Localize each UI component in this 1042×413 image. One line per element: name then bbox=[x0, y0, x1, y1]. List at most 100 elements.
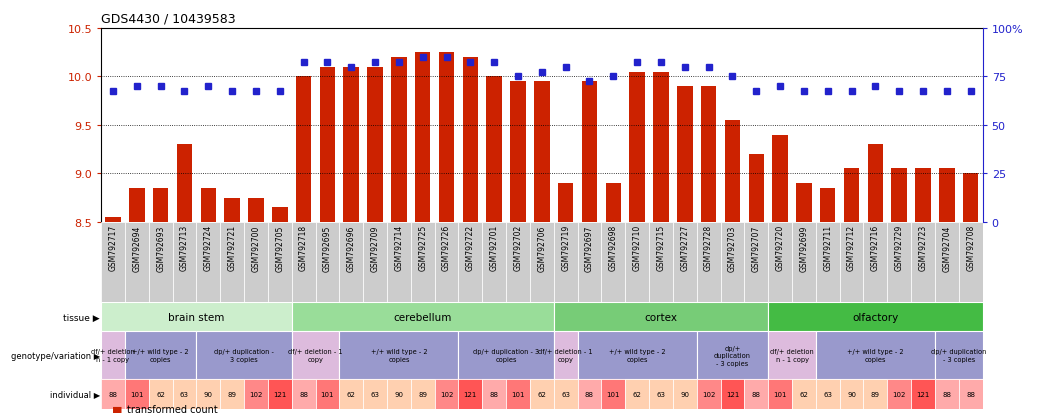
Text: GSM792729: GSM792729 bbox=[895, 225, 903, 271]
Bar bbox=[935, 222, 959, 303]
Text: GSM792713: GSM792713 bbox=[180, 225, 189, 271]
Text: 88: 88 bbox=[942, 391, 951, 397]
Text: 63: 63 bbox=[656, 391, 666, 397]
Bar bbox=[173, 222, 196, 303]
Text: 89: 89 bbox=[227, 391, 237, 397]
Text: 101: 101 bbox=[773, 391, 787, 397]
Text: 102: 102 bbox=[249, 391, 263, 397]
Text: +/+ wild type - 2
copies: +/+ wild type - 2 copies bbox=[847, 349, 903, 362]
Text: 90: 90 bbox=[680, 391, 690, 397]
Bar bbox=[248, 198, 264, 222]
Bar bbox=[553, 379, 577, 409]
Text: GSM792696: GSM792696 bbox=[347, 225, 355, 271]
Text: GSM792723: GSM792723 bbox=[919, 225, 927, 271]
Bar bbox=[272, 208, 288, 222]
Bar bbox=[101, 303, 292, 332]
Bar bbox=[482, 222, 506, 303]
Text: GSM792726: GSM792726 bbox=[442, 225, 451, 271]
Bar bbox=[553, 303, 768, 332]
Bar bbox=[487, 77, 502, 222]
Text: GSM792709: GSM792709 bbox=[371, 225, 379, 271]
Bar bbox=[649, 222, 673, 303]
Text: GSM792720: GSM792720 bbox=[775, 225, 785, 271]
Bar bbox=[244, 379, 268, 409]
Bar bbox=[629, 72, 645, 222]
Text: 89: 89 bbox=[418, 391, 427, 397]
Text: 102: 102 bbox=[702, 391, 715, 397]
Text: 101: 101 bbox=[606, 391, 620, 397]
Text: 121: 121 bbox=[726, 391, 739, 397]
Bar bbox=[744, 379, 768, 409]
Bar bbox=[601, 379, 625, 409]
Bar bbox=[963, 174, 978, 222]
Bar bbox=[511, 82, 526, 222]
Text: GSM792718: GSM792718 bbox=[299, 225, 308, 271]
Bar bbox=[458, 379, 482, 409]
Text: GSM792722: GSM792722 bbox=[466, 225, 475, 271]
Text: 101: 101 bbox=[512, 391, 525, 397]
Bar bbox=[673, 222, 697, 303]
Bar bbox=[435, 379, 458, 409]
Bar bbox=[577, 222, 601, 303]
Text: 101: 101 bbox=[321, 391, 334, 397]
Bar bbox=[292, 303, 553, 332]
Bar bbox=[724, 121, 740, 222]
Bar bbox=[463, 58, 478, 222]
Text: GSM792724: GSM792724 bbox=[204, 225, 213, 271]
Text: 62: 62 bbox=[632, 391, 642, 397]
Bar bbox=[625, 379, 649, 409]
Bar bbox=[768, 303, 983, 332]
Bar bbox=[864, 222, 888, 303]
Text: genotype/variation ▶: genotype/variation ▶ bbox=[10, 351, 100, 360]
Bar bbox=[387, 379, 411, 409]
Text: 63: 63 bbox=[180, 391, 189, 397]
Text: 88: 88 bbox=[585, 391, 594, 397]
Text: 90: 90 bbox=[394, 391, 403, 397]
Bar bbox=[368, 68, 382, 222]
Text: 88: 88 bbox=[966, 391, 975, 397]
Text: GSM792717: GSM792717 bbox=[108, 225, 118, 271]
Bar bbox=[530, 379, 553, 409]
Bar bbox=[888, 379, 911, 409]
Text: tissue ▶: tissue ▶ bbox=[64, 313, 100, 322]
Bar bbox=[553, 332, 577, 379]
Bar bbox=[101, 332, 125, 379]
Bar bbox=[768, 332, 816, 379]
Text: dp/+
duplication
- 3 copies: dp/+ duplication - 3 copies bbox=[714, 345, 751, 366]
Bar bbox=[340, 379, 364, 409]
Text: GSM792694: GSM792694 bbox=[132, 225, 142, 271]
Bar bbox=[220, 379, 244, 409]
Text: dp/+ duplication - 3
copies: dp/+ duplication - 3 copies bbox=[473, 349, 539, 362]
Bar bbox=[411, 379, 435, 409]
Text: +/+ wild type - 2
copies: +/+ wild type - 2 copies bbox=[371, 349, 427, 362]
Bar bbox=[605, 183, 621, 222]
Bar bbox=[292, 222, 316, 303]
Text: GSM792710: GSM792710 bbox=[632, 225, 642, 271]
Bar bbox=[196, 222, 220, 303]
Text: 121: 121 bbox=[464, 391, 477, 397]
Bar bbox=[915, 169, 931, 222]
Text: 90: 90 bbox=[204, 391, 213, 397]
Text: cerebellum: cerebellum bbox=[394, 312, 452, 322]
Text: +/+ wild type - 2
copies: +/+ wild type - 2 copies bbox=[609, 349, 666, 362]
Bar bbox=[939, 169, 954, 222]
Bar bbox=[458, 222, 482, 303]
Text: +/+ wild type - 2
copies: +/+ wild type - 2 copies bbox=[132, 349, 189, 362]
Bar bbox=[864, 379, 888, 409]
Text: 63: 63 bbox=[371, 391, 379, 397]
Text: brain stem: brain stem bbox=[168, 312, 225, 322]
Bar bbox=[557, 183, 573, 222]
Bar bbox=[506, 379, 530, 409]
Text: 63: 63 bbox=[823, 391, 833, 397]
Text: dp/+ duplication -
3 copies: dp/+ duplication - 3 copies bbox=[214, 349, 274, 362]
Bar bbox=[125, 332, 196, 379]
Bar bbox=[553, 222, 577, 303]
Bar bbox=[320, 68, 336, 222]
Bar bbox=[892, 169, 907, 222]
Bar bbox=[105, 217, 121, 222]
Text: df/+ deletion - 1
copy: df/+ deletion - 1 copy bbox=[539, 349, 593, 362]
Text: 102: 102 bbox=[893, 391, 905, 397]
Text: 121: 121 bbox=[916, 391, 929, 397]
Bar bbox=[768, 379, 792, 409]
Text: GSM792727: GSM792727 bbox=[680, 225, 690, 271]
